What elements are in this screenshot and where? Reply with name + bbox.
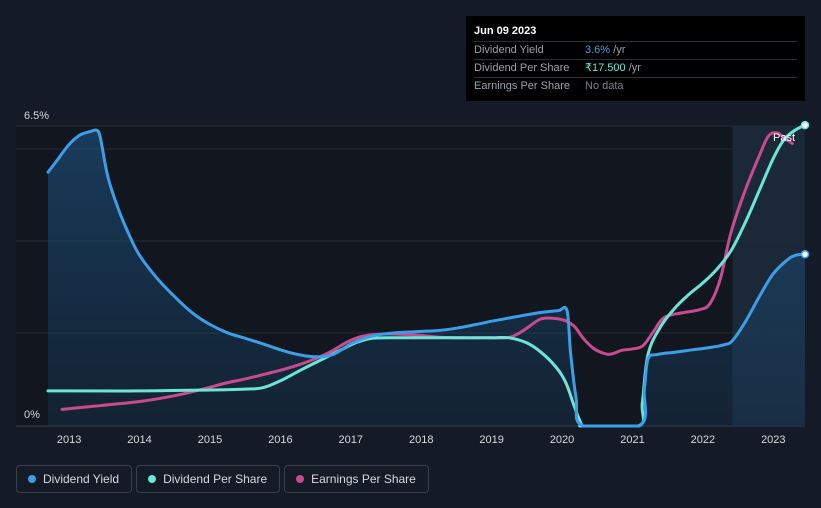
y-tick-label-top: 6.5% xyxy=(24,110,49,122)
x-tick-label: 2014 xyxy=(127,434,151,446)
x-axis: 2013 2014 2015 2016 2017 2018 2019 2020 2021 2022… xyxy=(57,434,786,446)
series-line-dividend-per-share xyxy=(46,123,807,428)
tooltip-value: ₹17.500 xyxy=(585,62,626,74)
legend-label: Dividend Per Share xyxy=(163,472,268,486)
x-tick-label: 2016 xyxy=(268,434,292,446)
y-axis: 6.5% 0% xyxy=(24,110,49,421)
series-area-dividend-yield xyxy=(48,129,805,426)
tooltip-value-wrap: ₹17.500 /yr xyxy=(585,60,641,77)
x-tick-label: 2017 xyxy=(339,434,363,446)
legend-dot-icon xyxy=(296,475,305,483)
tooltip-value-wrap: No data xyxy=(585,78,624,95)
past-label: Past xyxy=(773,132,795,144)
legend-item-dividend-per-share[interactable]: Dividend Per Share xyxy=(136,465,281,493)
x-tick-label: 2021 xyxy=(620,434,644,446)
legend: Dividend Yield Dividend Per Share Earnin… xyxy=(16,465,429,493)
tooltip-row-earnings-per-share: Earnings Per Share No data xyxy=(474,77,797,95)
tooltip-row-dividend-yield: Dividend Yield 3.6% /yr xyxy=(474,41,797,59)
series-layer xyxy=(46,120,810,428)
series-end-marker-dividend-yield xyxy=(800,250,810,259)
tooltip-row-dividend-per-share: Dividend Per Share ₹17.500 /yr xyxy=(474,59,797,77)
series-end-marker-dividend-per-share xyxy=(800,120,810,130)
tooltip-label: Dividend Per Share xyxy=(474,62,570,74)
series-line-earnings-per-share xyxy=(60,131,794,411)
series-line-dividend-yield xyxy=(46,128,807,428)
legend-dot-icon xyxy=(28,475,36,483)
tooltip-value: No data xyxy=(585,80,624,92)
tooltip-label: Dividend Yield xyxy=(474,44,544,56)
x-tick-label: 2015 xyxy=(198,434,222,446)
legend-label: Earnings Per Share xyxy=(311,472,416,486)
tooltip-value-wrap: 3.6% /yr xyxy=(585,42,625,59)
x-tick-label: 2022 xyxy=(691,434,715,446)
x-tick-label: 2018 xyxy=(409,434,433,446)
legend-label: Dividend Yield xyxy=(43,472,120,486)
tooltip-unit: /yr xyxy=(625,62,641,74)
x-tick-label: 2019 xyxy=(479,434,503,446)
x-tick-label: 2020 xyxy=(550,434,574,446)
x-tick-label: 2023 xyxy=(761,434,785,446)
tooltip: Jun 09 2023 Dividend Yield 3.6% /yr Divi… xyxy=(466,16,805,101)
legend-dot-icon xyxy=(148,475,157,483)
x-tick-label: 2013 xyxy=(57,434,81,446)
y-tick-label-bottom: 0% xyxy=(24,409,40,421)
legend-item-dividend-yield[interactable]: Dividend Yield xyxy=(16,465,133,493)
tooltip-label: Earnings Per Share xyxy=(474,80,570,92)
tooltip-date: Jun 09 2023 xyxy=(474,25,537,37)
tooltip-value: 3.6% xyxy=(585,44,611,56)
legend-item-earnings-per-share[interactable]: Earnings Per Share xyxy=(284,465,429,493)
tooltip-unit: /yr xyxy=(610,44,626,56)
